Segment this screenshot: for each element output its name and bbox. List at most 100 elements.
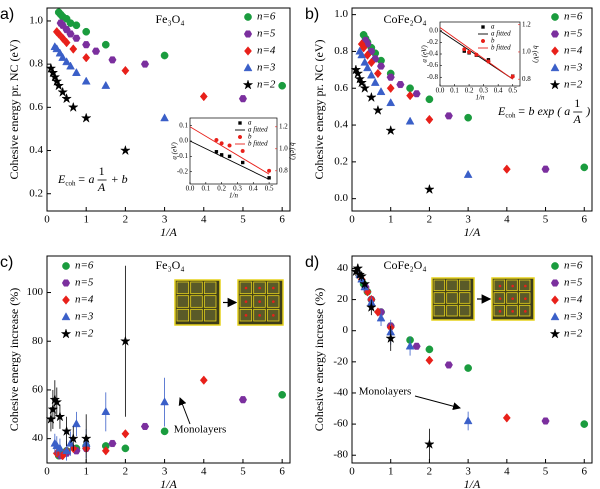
marker	[370, 77, 380, 86]
inset-y-tick-label: -0.6	[427, 61, 439, 69]
marker	[551, 295, 559, 305]
y-tick-label: 0.6	[334, 82, 348, 94]
marker	[550, 30, 560, 38]
equation-part: E	[57, 172, 66, 186]
x-tick-label: 6	[582, 214, 588, 226]
marker	[237, 134, 243, 140]
marker	[240, 148, 245, 154]
marker	[464, 113, 472, 122]
inset-y-tick-label: -0.2	[177, 167, 189, 175]
legend-label: n=2	[564, 328, 583, 340]
x-axis-label: 1/A	[160, 225, 177, 239]
marker	[69, 44, 78, 54]
marker	[62, 445, 72, 454]
x-tick-label: 2	[427, 466, 433, 478]
y-tick-label: 1.0	[334, 8, 348, 20]
marker	[58, 52, 68, 61]
inset-x-tick-label: 0.2	[465, 87, 474, 95]
marker	[80, 112, 92, 123]
marker	[386, 73, 395, 81]
atom-dot	[498, 297, 502, 300]
marker	[140, 60, 150, 68]
atom-dot	[258, 300, 261, 303]
y-tick-label: 0	[343, 324, 349, 336]
marker	[385, 124, 397, 136]
marker	[214, 137, 219, 143]
marker	[425, 345, 434, 354]
marker	[405, 341, 415, 350]
y-tick-label: 20	[337, 293, 349, 305]
marker	[580, 420, 589, 428]
inset-legend-label: b fitted	[248, 140, 268, 148]
marker	[108, 439, 117, 448]
panel-label: a)	[0, 6, 14, 23]
legend-label: n=4	[564, 45, 583, 57]
marker	[412, 90, 421, 98]
marker	[423, 438, 435, 450]
marker	[71, 419, 81, 428]
atom-dot	[258, 286, 261, 290]
marker	[467, 49, 472, 55]
x-tick-label: 0	[349, 214, 355, 226]
marker	[463, 169, 473, 178]
marker	[238, 121, 242, 125]
marker	[54, 411, 66, 422]
marker	[47, 67, 59, 78]
inset-y2-tick-label: 1.2	[522, 20, 531, 28]
y-tick-label: -20	[333, 355, 348, 367]
inset-x-tick-label: 0.3	[479, 87, 488, 95]
legend-label: n=6	[564, 11, 583, 23]
nanocube	[176, 295, 190, 308]
marker	[61, 279, 71, 287]
marker	[365, 91, 377, 103]
x-tick-label: 5	[240, 466, 246, 478]
panel-title: CoFe₂O₄	[383, 258, 426, 272]
legend-label: n=4	[564, 294, 583, 306]
marker	[160, 51, 169, 60]
y-tick-label: 40	[337, 262, 349, 274]
marker	[121, 429, 130, 439]
plot-frame	[351, 255, 593, 464]
nanocube	[458, 279, 471, 292]
marker	[140, 422, 150, 430]
fit-line	[189, 140, 270, 180]
marker	[108, 56, 117, 64]
marker	[278, 81, 287, 90]
x-axis-label: 1/A	[464, 477, 481, 489]
inset-x-tick-label: 0.5	[265, 185, 274, 193]
nanocube	[458, 304, 471, 317]
legend-label: n=5	[257, 28, 276, 40]
marker	[71, 67, 81, 76]
y-tick-label: 0.4	[29, 144, 43, 156]
legend-label: n=3	[564, 62, 583, 74]
inset-y-tick-label: -0.2	[427, 38, 439, 46]
nanocube	[190, 308, 203, 322]
marker	[359, 278, 371, 289]
marker	[376, 87, 386, 96]
x-tick-label: 3	[465, 214, 471, 226]
fit-line	[439, 27, 513, 80]
marker	[444, 112, 453, 120]
legend-label: n=6	[564, 260, 583, 272]
marker	[360, 57, 370, 66]
equation-part: coh	[505, 112, 516, 120]
marker	[101, 40, 110, 49]
equation-part: )	[585, 104, 590, 118]
inset-legend-label: b	[248, 133, 252, 141]
marker	[376, 313, 386, 322]
x-tick-label: 5	[240, 214, 246, 226]
atom-dot	[244, 314, 248, 317]
inset-x-tick-label: 0.5	[508, 87, 517, 95]
marker	[549, 328, 561, 339]
marker	[352, 67, 364, 79]
panel-title: Fe₃O₄	[155, 258, 184, 272]
y-tick-label: -60	[333, 418, 348, 430]
marker	[62, 295, 70, 305]
inset-y-tick-label: -0.4	[427, 50, 439, 58]
atom-dot	[258, 314, 261, 317]
inset-legend-label: b	[491, 37, 495, 45]
marker	[60, 328, 72, 339]
marker	[352, 262, 364, 274]
inset-legend-label: a fitted	[491, 30, 511, 38]
marker	[72, 34, 81, 42]
